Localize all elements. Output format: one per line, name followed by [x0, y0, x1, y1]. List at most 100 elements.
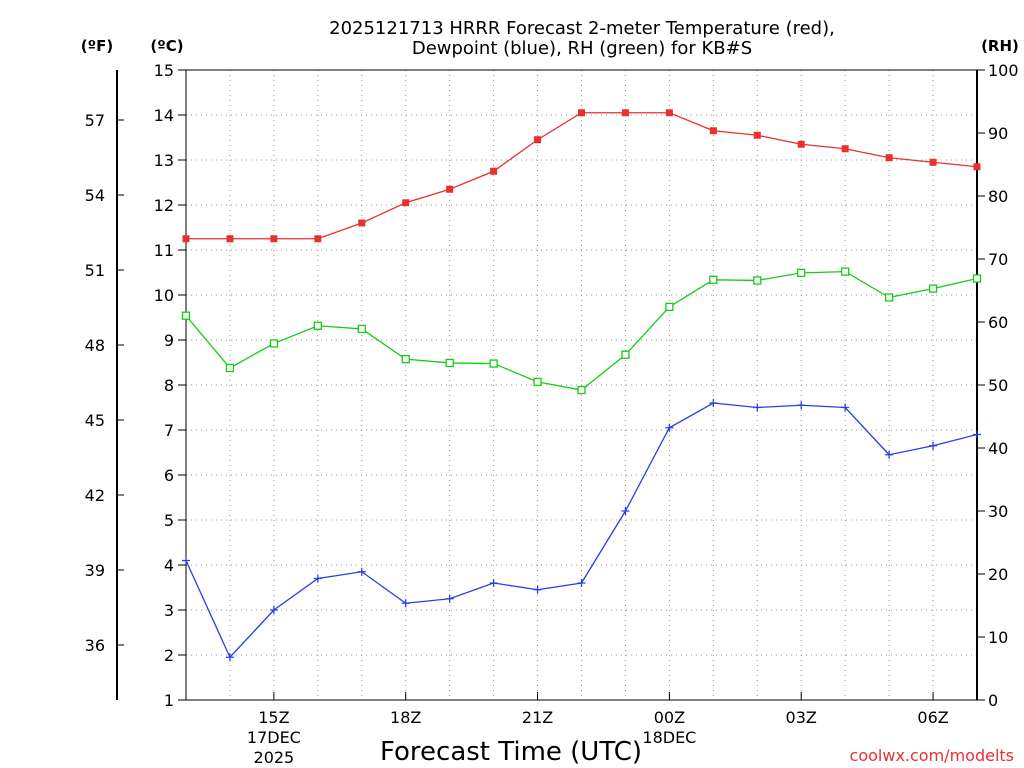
dewpoint-point: [929, 441, 938, 450]
rh-tick-label: 50: [988, 376, 1008, 395]
temperature-point: [665, 109, 673, 117]
celsius-tick-label: 3: [164, 601, 174, 620]
x-tick-label: 17DEC: [247, 728, 301, 747]
rh-point: [841, 267, 850, 276]
rh-point: [313, 321, 322, 330]
chart-title-line1: 2025121713 HRRR Forecast 2-meter Tempera…: [329, 18, 835, 39]
celsius-tick-label: 6: [164, 466, 174, 485]
temperature-point: [534, 136, 542, 144]
temperature-point: [621, 109, 629, 117]
rh-tick-label: 80: [988, 187, 1008, 206]
temperature-point: [358, 219, 366, 227]
temperature-point: [402, 199, 410, 207]
temperature-point: [929, 158, 937, 166]
dewpoint-point: [709, 399, 718, 407]
fahrenheit-tick-label: 48: [85, 336, 105, 355]
celsius-tick-label: 14: [154, 106, 174, 125]
celsius-tick-label: 1: [164, 691, 174, 710]
dewpoint-point: [357, 567, 366, 576]
celsius-tick-label: 5: [164, 511, 174, 530]
dewpoint-point: [533, 585, 542, 594]
dewpoint-point: [182, 556, 190, 565]
rh-tick-label: 0: [988, 691, 998, 710]
dewpoint-point: [841, 403, 850, 412]
fahrenheit-tick-label: 36: [85, 636, 105, 655]
fahrenheit-tick-label: 54: [85, 186, 105, 205]
rh-point: [665, 302, 674, 312]
rh-point: [445, 358, 454, 368]
x-tick-label: 2025: [254, 748, 295, 767]
dewpoint-point: [797, 401, 806, 410]
fahrenheit-unit-label: (ºF): [81, 37, 113, 55]
celsius-tick-label: 4: [164, 556, 174, 575]
rh-point: [269, 339, 279, 348]
fahrenheit-tick-label: 51: [85, 261, 105, 280]
temperature-point: [797, 140, 805, 148]
rh-unit-label: (RH): [981, 37, 1019, 55]
celsius-tick-label: 11: [154, 241, 174, 260]
dewpoint-point: [269, 606, 278, 614]
dewpoint-point: [577, 579, 586, 587]
source-credit[interactable]: coolwx.com/modelts: [850, 746, 1014, 765]
rh-point: [928, 284, 938, 293]
x-tick-label: 00Z: [654, 708, 685, 727]
rh-point: [797, 268, 806, 278]
temperature-point: [973, 163, 981, 171]
celsius-tick-label: 7: [164, 421, 174, 440]
x-tick-label: 06Z: [917, 708, 948, 727]
rh-point: [577, 385, 586, 395]
data-series: [181, 109, 982, 662]
celsius-tick-label: 9: [164, 331, 174, 350]
temperature-point: [841, 145, 849, 153]
dewpoint-point: [621, 507, 630, 515]
celsius-unit-label: (ºC): [150, 37, 183, 55]
x-axis-label: Forecast Time (UTC): [380, 737, 642, 767]
rh-point: [225, 363, 235, 373]
temperature-point: [709, 127, 717, 135]
rh-tick-label: 20: [988, 565, 1008, 584]
rh-point: [621, 350, 630, 359]
rh-point: [489, 359, 498, 368]
rh-tick-label: 10: [988, 628, 1008, 647]
temperature-point: [226, 235, 234, 243]
dewpoint-point: [489, 579, 498, 587]
temperature-point: [490, 167, 498, 175]
celsius-tick-label: 13: [154, 151, 174, 170]
rh-point: [181, 311, 191, 320]
rh-tick-label: 100: [988, 61, 1019, 80]
dewpoint-point: [665, 423, 674, 432]
temperature-point: [314, 235, 322, 243]
dewpoint-point: [973, 430, 981, 439]
dewpoint-point: [225, 653, 234, 662]
celsius-tick-label: 2: [164, 646, 174, 665]
fahrenheit-tick-label: 39: [85, 561, 105, 580]
chart-title-line2: Dewpoint (blue), RH (green) for KB#S: [412, 38, 752, 59]
x-tick-label: 15Z: [258, 708, 289, 727]
temperature-point: [446, 185, 454, 193]
celsius-tick-label: 12: [154, 196, 174, 215]
axes: [116, 69, 985, 701]
x-tick-label: 21Z: [522, 708, 553, 727]
rh-point: [533, 377, 542, 387]
dewpoint-point: [401, 599, 410, 608]
temperature-point: [885, 154, 893, 162]
temperature-point: [182, 235, 190, 243]
x-tick-label: 18DEC: [642, 728, 696, 747]
temperature-point: [270, 235, 278, 243]
dewpoint-point: [445, 594, 454, 603]
rh-point: [401, 355, 410, 364]
tick-labels: 1234567891011121314153639424548515457010…: [85, 61, 1019, 767]
dewpoint-point: [313, 574, 322, 583]
rh-point: [972, 274, 982, 283]
x-tick-label: 03Z: [786, 708, 817, 727]
rh-point: [357, 324, 366, 334]
dewpoint-point: [885, 450, 894, 459]
rh-tick-label: 30: [988, 502, 1008, 521]
rh-tick-label: 40: [988, 439, 1008, 458]
fahrenheit-tick-label: 42: [85, 486, 105, 505]
dewpoint-point: [753, 403, 762, 412]
rh-tick-label: 60: [988, 313, 1008, 332]
temperature-point: [753, 131, 761, 139]
rh-point: [753, 276, 762, 285]
celsius-tick-label: 15: [154, 61, 174, 80]
